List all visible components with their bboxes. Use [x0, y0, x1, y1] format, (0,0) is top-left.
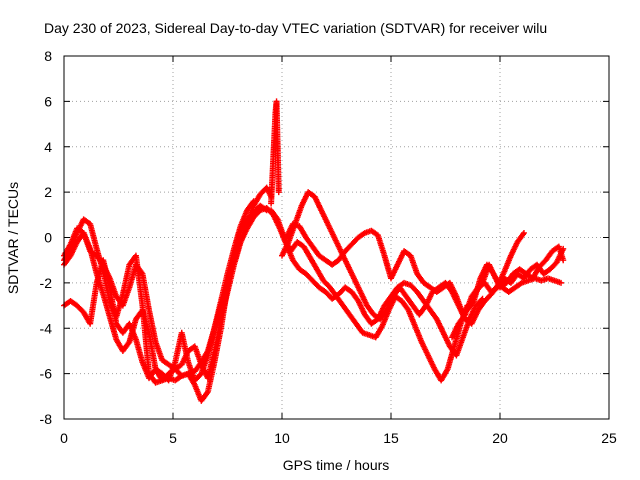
series-spike	[268, 98, 282, 207]
y-axis-label: SDTVAR / TECUs	[5, 182, 21, 294]
series-track-10	[449, 245, 567, 341]
chart-title: Day 230 of 2023, Sidereal Day-to-day VTE…	[44, 20, 547, 36]
data-point	[138, 269, 145, 276]
data-point	[203, 390, 210, 397]
data-point	[275, 189, 282, 196]
data-point	[560, 245, 567, 252]
x-tick-label: 15	[383, 430, 399, 446]
y-tick-label: -8	[40, 411, 53, 427]
data-points	[61, 98, 567, 404]
y-tick-label: -4	[40, 320, 53, 336]
y-tick-label: -2	[40, 275, 53, 291]
y-tick-label: 8	[44, 48, 52, 64]
x-axis-label: GPS time / hours	[283, 457, 390, 473]
y-tick-label: 4	[44, 139, 52, 155]
data-point	[558, 279, 565, 286]
x-tick-label: 10	[274, 430, 290, 446]
y-tick-label: 0	[44, 230, 52, 246]
x-tick-label: 25	[601, 430, 617, 446]
y-tick-label: 2	[44, 184, 52, 200]
data-point	[520, 229, 527, 236]
y-tick-label: 6	[44, 93, 52, 109]
data-point	[560, 257, 567, 264]
data-point	[520, 231, 527, 238]
series-track-4	[61, 184, 275, 382]
x-tick-label: 0	[60, 430, 68, 446]
y-tick-label: -6	[40, 366, 53, 382]
axis-ticks	[63, 55, 610, 420]
x-tick-label: 20	[492, 430, 508, 446]
tick-labels: 0 5 10 15 20 25 -8 -6 -4 -2 0 2 4 6 8	[40, 48, 617, 446]
x-tick-label: 5	[169, 430, 177, 446]
